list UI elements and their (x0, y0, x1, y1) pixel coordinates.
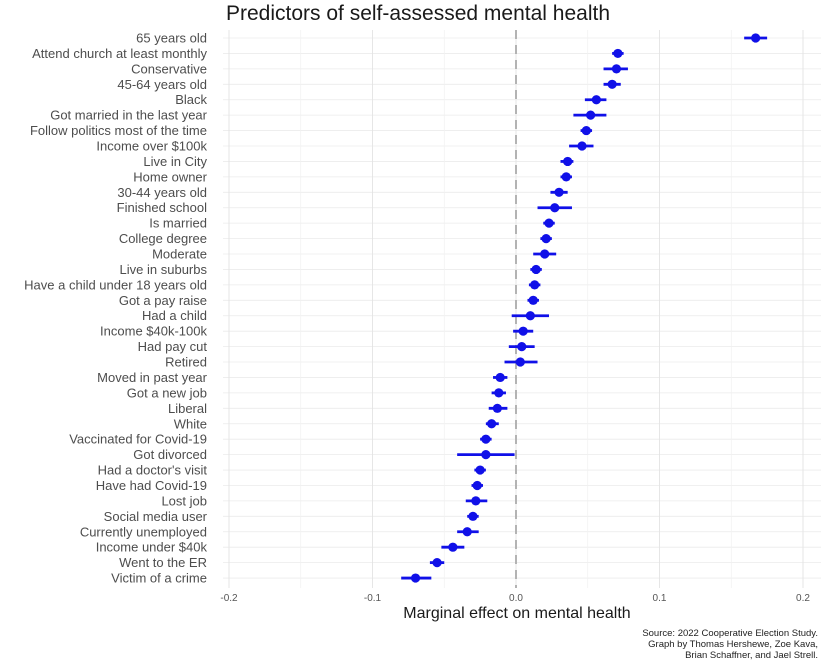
estimate-point (751, 33, 761, 43)
predictor-label: Got divorced (133, 447, 207, 462)
predictor-label: Liberal (168, 401, 207, 416)
predictor-label: Got married in the last year (50, 108, 207, 123)
estimate-point (432, 558, 442, 568)
estimate-point (492, 403, 502, 413)
estimate-point (577, 141, 587, 151)
predictor-label: Went to the ER (119, 555, 207, 570)
predictor-label: Is married (149, 216, 207, 231)
predictor-label: Live in suburbs (120, 262, 208, 277)
estimate-point (540, 249, 550, 259)
predictor-label: 65 years old (136, 31, 207, 46)
source-line: Source: 2022 Cooperative Election Study. (642, 628, 818, 639)
estimate-point (468, 511, 478, 521)
estimate-point (528, 295, 538, 305)
estimate-point (581, 125, 591, 136)
predictor-label: Attend church at least monthly (32, 46, 207, 61)
predictor-label: Victim of a crime (111, 571, 207, 586)
estimate-point (591, 95, 601, 105)
estimate-point (541, 233, 551, 244)
predictor-label: Conservative (131, 61, 207, 76)
predictor-label: Finished school (117, 200, 207, 215)
predictor-label: Got a pay raise (119, 293, 207, 308)
x-tick-label: 0.2 (796, 593, 810, 604)
source-note: Source: 2022 Cooperative Election Study.… (642, 628, 818, 661)
predictor-label: Vaccinated for Covid-19 (69, 432, 207, 447)
x-tick-label: -0.2 (220, 593, 238, 604)
x-tick-label: 0.0 (509, 593, 523, 604)
estimate-point (448, 542, 458, 552)
estimate-point (525, 311, 535, 321)
predictor-label: Had pay cut (138, 339, 208, 354)
estimate-point (586, 110, 596, 120)
x-axis-label: Marginal effect on mental health (403, 605, 630, 622)
estimate-point (550, 203, 560, 213)
predictor-label: Had a child (142, 308, 207, 323)
predictor-label: Got a new job (127, 385, 207, 400)
predictor-label: Lost job (161, 493, 207, 508)
estimate-point (611, 64, 622, 74)
predictor-label: 30-44 years old (117, 185, 207, 200)
estimate-point (518, 326, 528, 336)
estimate-point (561, 172, 571, 182)
x-axis-ticks: -0.2 -0.1 0.0 0.1 0.2 (220, 593, 810, 604)
estimate-point (530, 280, 540, 290)
estimate-point (554, 187, 564, 197)
estimate-point (515, 357, 525, 367)
x-tick-label: 0.1 (653, 593, 667, 604)
estimate-point (494, 388, 504, 398)
estimate-point (531, 264, 541, 275)
predictor-label: Moved in past year (97, 370, 208, 385)
estimate-point (544, 218, 554, 228)
estimate-point (481, 450, 491, 460)
estimate-point (487, 419, 497, 429)
estimate-point (462, 527, 472, 537)
predictor-label: Moderate (152, 247, 207, 262)
predictor-label: Live in City (143, 154, 207, 169)
x-tick-label: -0.1 (364, 593, 382, 604)
predictor-label: Social media user (104, 509, 208, 524)
estimate-point (613, 48, 623, 59)
estimate-point (471, 496, 481, 506)
predictor-label: College degree (119, 231, 207, 246)
estimate-point (607, 79, 617, 89)
estimate-point (517, 342, 527, 352)
predictor-label: Retired (165, 355, 207, 370)
predictor-label: Have had Covid-19 (96, 478, 207, 493)
estimate-point (475, 465, 485, 475)
predictor-label: Income over $100k (96, 139, 207, 154)
estimate-point (472, 480, 482, 491)
predictor-label: Black (175, 92, 207, 107)
predictor-label: Income under $40k (96, 540, 208, 555)
predictor-label: Home owner (133, 169, 207, 184)
predictor-label: Had a doctor's visit (98, 463, 208, 478)
source-line: Brian Schaffner, and Jael Strell. (685, 650, 818, 661)
estimate-point (563, 156, 573, 167)
chart-title: Predictors of self-assessed mental healt… (226, 2, 610, 25)
predictor-label: Follow politics most of the time (30, 123, 207, 138)
estimate-point (481, 434, 491, 444)
predictor-label: Currently unemployed (80, 524, 207, 539)
grid (223, 30, 821, 588)
estimate-point (495, 372, 505, 383)
estimate-marks (401, 33, 768, 583)
source-line: Graph by Thomas Hershewe, Zoe Kava, (648, 639, 818, 650)
predictor-label: White (174, 416, 207, 431)
predictor-label: Income $40k-100k (100, 324, 207, 339)
predictor-label: 45-64 years old (117, 77, 207, 92)
estimate-point (410, 573, 421, 583)
predictor-label: Have a child under 18 years old (24, 277, 207, 292)
